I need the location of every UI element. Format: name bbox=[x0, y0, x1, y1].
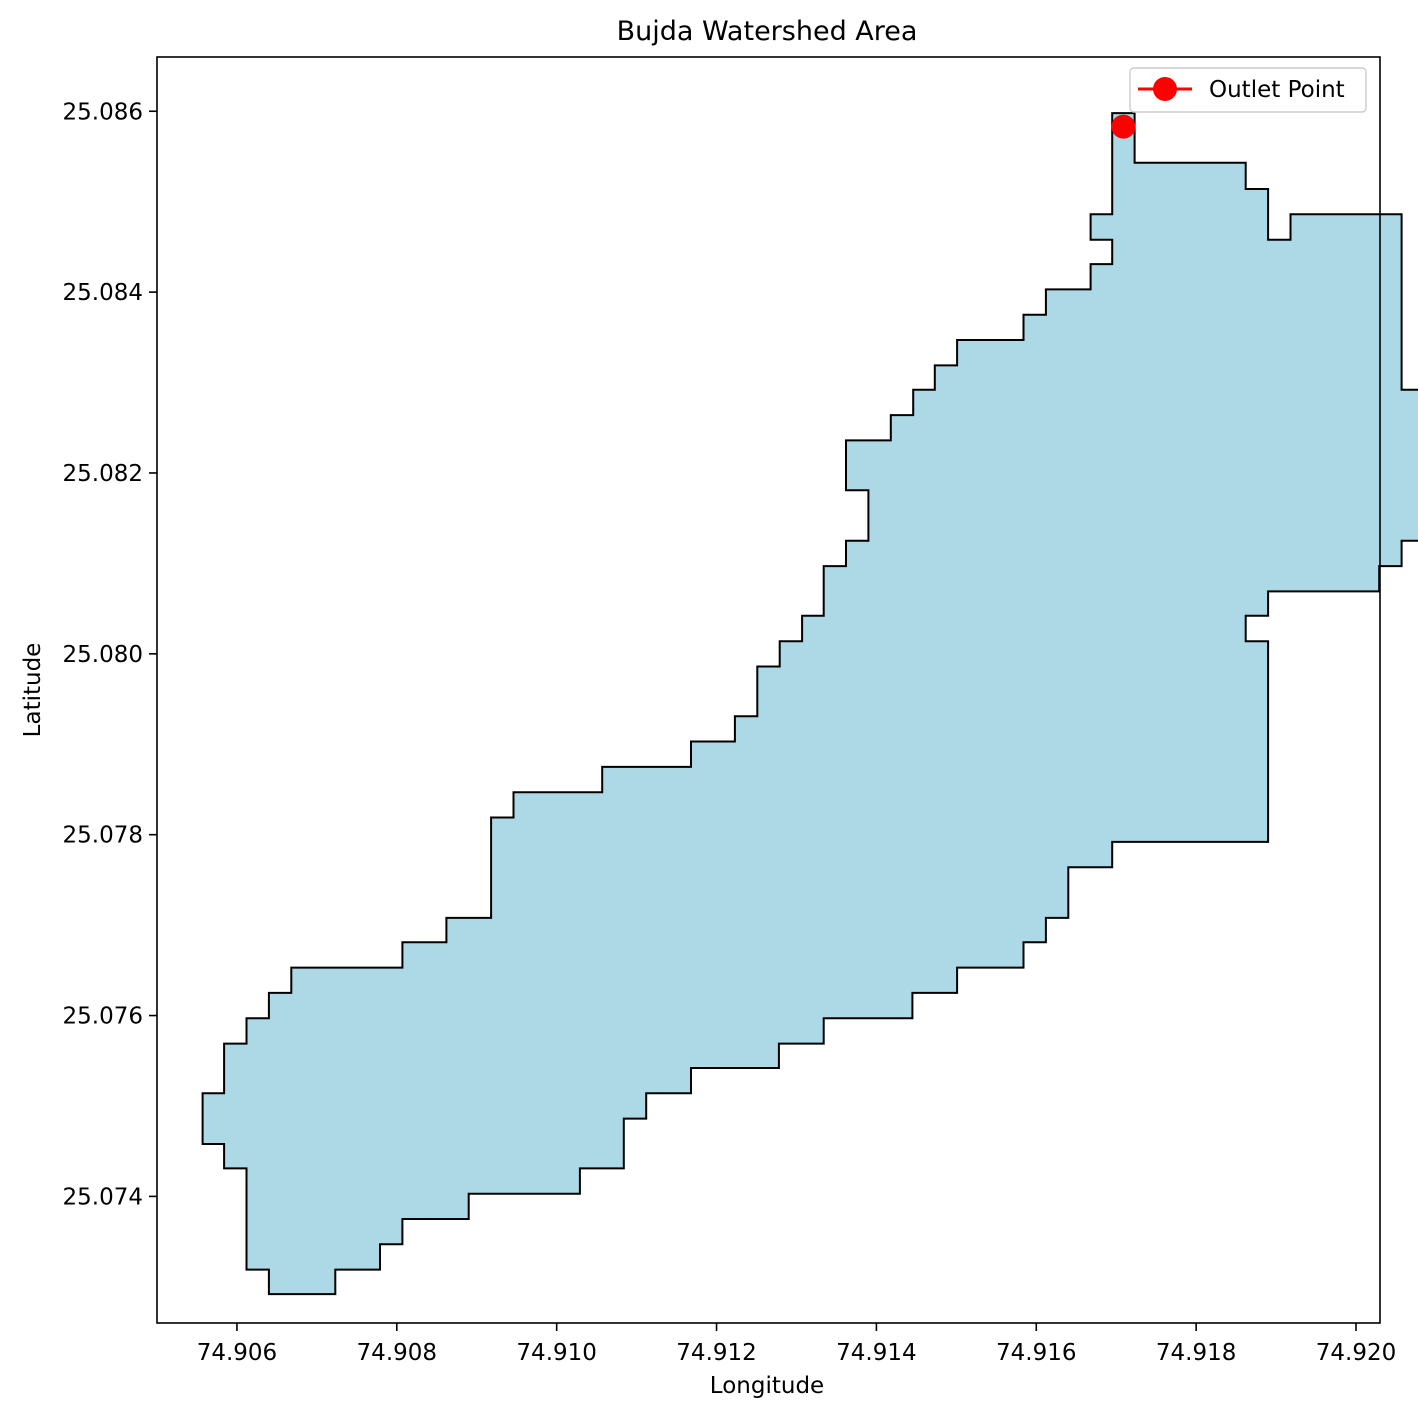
y-axis-label: Latitude bbox=[20, 643, 46, 738]
legend-marker-icon bbox=[1153, 77, 1177, 101]
x-axis-label: Longitude bbox=[710, 1373, 824, 1399]
y-axis-ticks: 25.074 25.076 25.078 25.080 25.082 25.084 25.0… bbox=[63, 99, 157, 1210]
legend: Outlet Point bbox=[1129, 67, 1367, 113]
legend-box bbox=[1129, 67, 1367, 113]
y-tick-label: 25.084 bbox=[63, 280, 143, 306]
x-tick-label: 74.918 bbox=[1156, 1340, 1236, 1366]
y-tick-label: 25.086 bbox=[63, 99, 143, 125]
y-tick-label: 25.082 bbox=[63, 461, 143, 487]
outlet-point-group bbox=[1111, 114, 1136, 139]
plot-area bbox=[201, 112, 1418, 1296]
x-tick-label: 74.916 bbox=[996, 1340, 1076, 1366]
legend-entry-label: Outlet Point bbox=[1209, 77, 1345, 103]
x-tick-label: 74.920 bbox=[1316, 1340, 1396, 1366]
x-tick-label: 74.912 bbox=[676, 1340, 756, 1366]
x-tick-label: 74.906 bbox=[197, 1340, 277, 1366]
x-tick-label: 74.910 bbox=[516, 1340, 596, 1366]
axes-frame bbox=[156, 56, 1381, 1324]
x-axis-ticks: 74.906 74.908 74.910 74.912 74.914 74.916 74.9… bbox=[197, 1323, 1396, 1366]
x-tick-label: 74.914 bbox=[836, 1340, 916, 1366]
y-tick-label: 25.080 bbox=[63, 642, 143, 668]
y-tick-label: 25.076 bbox=[63, 1004, 143, 1030]
y-tick-label: 25.074 bbox=[63, 1184, 143, 1210]
outlet-point-marker bbox=[1111, 114, 1136, 139]
y-tick-label: 25.078 bbox=[63, 823, 143, 849]
watershed-polygon bbox=[201, 112, 1418, 1296]
x-tick-label: 74.908 bbox=[357, 1340, 437, 1366]
chart-title: Bujda Watershed Area bbox=[617, 16, 918, 47]
